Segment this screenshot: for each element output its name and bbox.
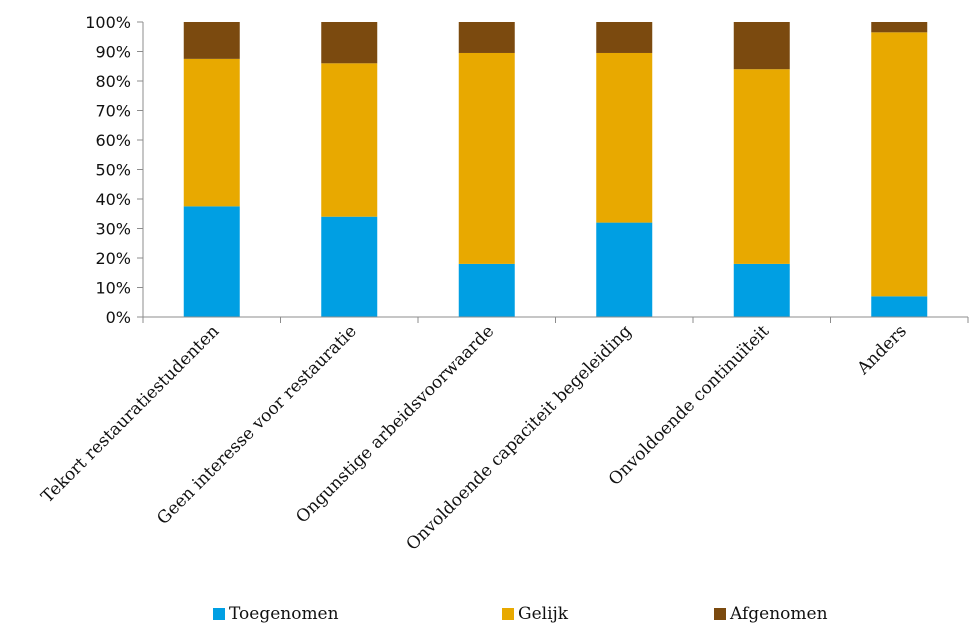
y-tick-label: 80%: [95, 72, 131, 91]
bar-segment-gelijk: [871, 32, 928, 297]
legend: Toegenomen Gelijk Afgenomen: [213, 604, 828, 624]
bar-segment-toegenomen: [321, 216, 378, 317]
y-tick-label: 10%: [95, 279, 131, 298]
y-tick-label: 20%: [95, 249, 131, 268]
y-tick-label: 40%: [95, 190, 131, 209]
bar-segment-gelijk: [321, 63, 378, 217]
bar-segment-afgenomen: [458, 22, 515, 53]
y-tick-label: 0%: [106, 308, 131, 327]
bar-segment-afgenomen: [596, 22, 653, 53]
category-label: Onvoldoende continuïteit: [605, 321, 773, 489]
y-tick-label: 90%: [95, 43, 131, 62]
y-tick-label: 50%: [95, 161, 131, 180]
x-axis-ticks: [142, 317, 969, 323]
legend-label-gelijk: Gelijk: [518, 604, 569, 624]
axes-layer: [142, 22, 968, 318]
bar-segment-gelijk: [183, 58, 240, 207]
bar-segment-toegenomen: [871, 296, 928, 317]
legend-label-afgenomen: Afgenomen: [729, 604, 828, 624]
bar-segment-gelijk: [596, 52, 653, 223]
legend-swatch-gelijk: [502, 608, 514, 620]
legend-label-toegenomen: Toegenomen: [229, 604, 339, 624]
y-axis-ticks: 0% 10% 20% 30% 40% 50% 60% 70% 80% 90% 100%: [85, 13, 143, 327]
category-label: Onvoldoende capaciteit begeleiding: [403, 321, 636, 554]
legend-swatch-afgenomen: [714, 608, 726, 620]
bar-segment-afgenomen: [733, 22, 790, 70]
category-label: Anders: [853, 321, 911, 379]
bar-segment-gelijk: [733, 69, 790, 264]
bar-segment-toegenomen: [183, 206, 240, 317]
bar-segment-afgenomen: [871, 22, 928, 33]
y-tick-label: 30%: [95, 220, 131, 239]
y-tick-label: 70%: [95, 102, 131, 121]
bar-segment-gelijk: [458, 52, 515, 264]
y-tick-label: 100%: [85, 13, 131, 32]
bars-layer: [183, 22, 928, 317]
bar-segment-afgenomen: [183, 22, 240, 59]
bar-segment-afgenomen: [321, 22, 378, 64]
legend-swatch-toegenomen: [213, 608, 225, 620]
bar-segment-toegenomen: [458, 263, 515, 317]
y-tick-label: 60%: [95, 131, 131, 150]
bar-segment-toegenomen: [733, 263, 790, 317]
bar-segment-toegenomen: [596, 222, 653, 317]
